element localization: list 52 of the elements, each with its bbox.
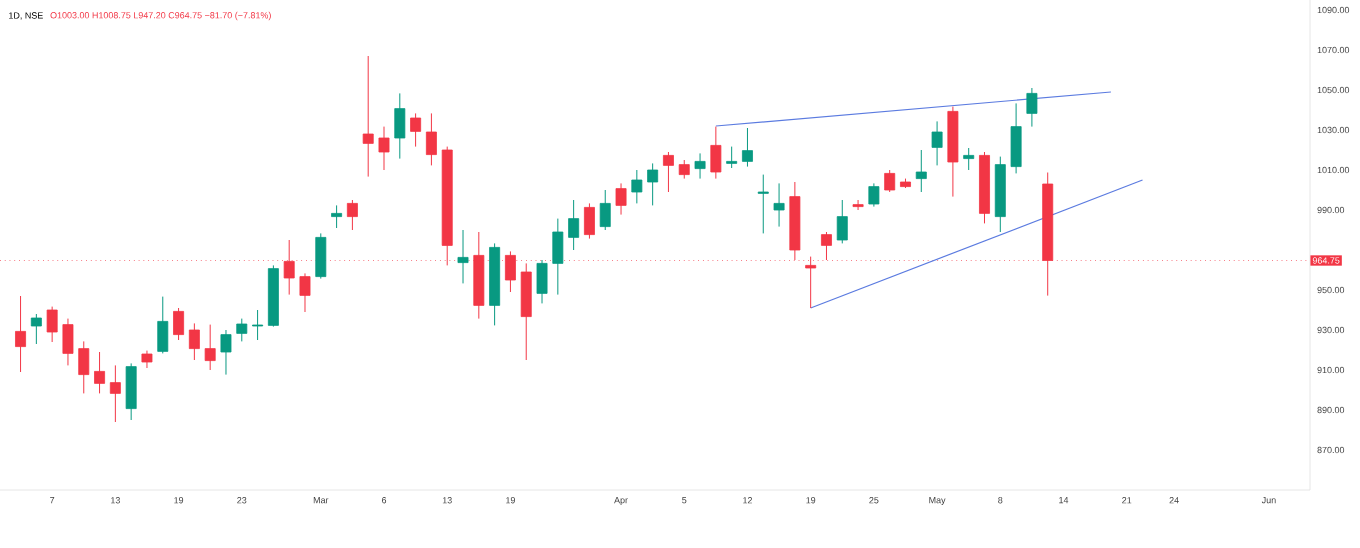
candlestick xyxy=(647,162,659,206)
candlestick xyxy=(583,202,595,240)
candlestick xyxy=(157,296,169,354)
candlestick xyxy=(457,229,469,284)
candlestick xyxy=(62,318,74,366)
candlestick xyxy=(1010,102,1022,174)
candlestick xyxy=(599,189,611,231)
candlestick xyxy=(726,146,738,169)
candlestick xyxy=(425,112,437,166)
candlestick xyxy=(757,174,769,234)
candlestick xyxy=(710,126,722,180)
candlestick xyxy=(299,272,311,313)
candlestick xyxy=(236,318,248,342)
candlestick xyxy=(46,306,58,343)
candlestick xyxy=(678,159,690,180)
candlestick xyxy=(884,169,896,193)
candlestick xyxy=(615,182,627,216)
candlestick xyxy=(188,322,200,361)
candlestick xyxy=(78,340,90,394)
candlestick xyxy=(931,120,943,166)
candlestick xyxy=(536,259,548,304)
candlestick xyxy=(662,151,674,193)
candlestick xyxy=(30,313,42,345)
candlestick xyxy=(362,55,374,178)
candlestick xyxy=(868,182,880,208)
candlestick xyxy=(742,127,753,168)
candlestick xyxy=(109,364,121,423)
candlestick xyxy=(773,182,785,228)
candlestick xyxy=(378,126,390,171)
candlestick xyxy=(394,92,406,160)
candlestick xyxy=(821,231,832,261)
candlestick xyxy=(331,204,343,229)
candlestick xyxy=(836,199,848,244)
candlestick xyxy=(631,169,643,204)
candlestick xyxy=(852,199,864,211)
candlestick xyxy=(963,147,975,171)
candlestick xyxy=(805,256,817,309)
candlestick xyxy=(694,152,706,180)
candlestick xyxy=(568,199,580,251)
candlestick xyxy=(315,232,327,280)
candlestick xyxy=(15,295,26,373)
candlestick xyxy=(204,324,216,371)
candlestick xyxy=(552,218,564,296)
candlestick xyxy=(410,112,422,148)
candlestick xyxy=(220,329,232,376)
candlestick xyxy=(915,149,927,193)
candlestick xyxy=(173,307,185,341)
candlestick xyxy=(1026,87,1038,128)
candlestick xyxy=(125,362,137,421)
candlestick xyxy=(346,199,358,231)
candlestick xyxy=(252,309,264,341)
candlestick xyxy=(94,351,106,394)
